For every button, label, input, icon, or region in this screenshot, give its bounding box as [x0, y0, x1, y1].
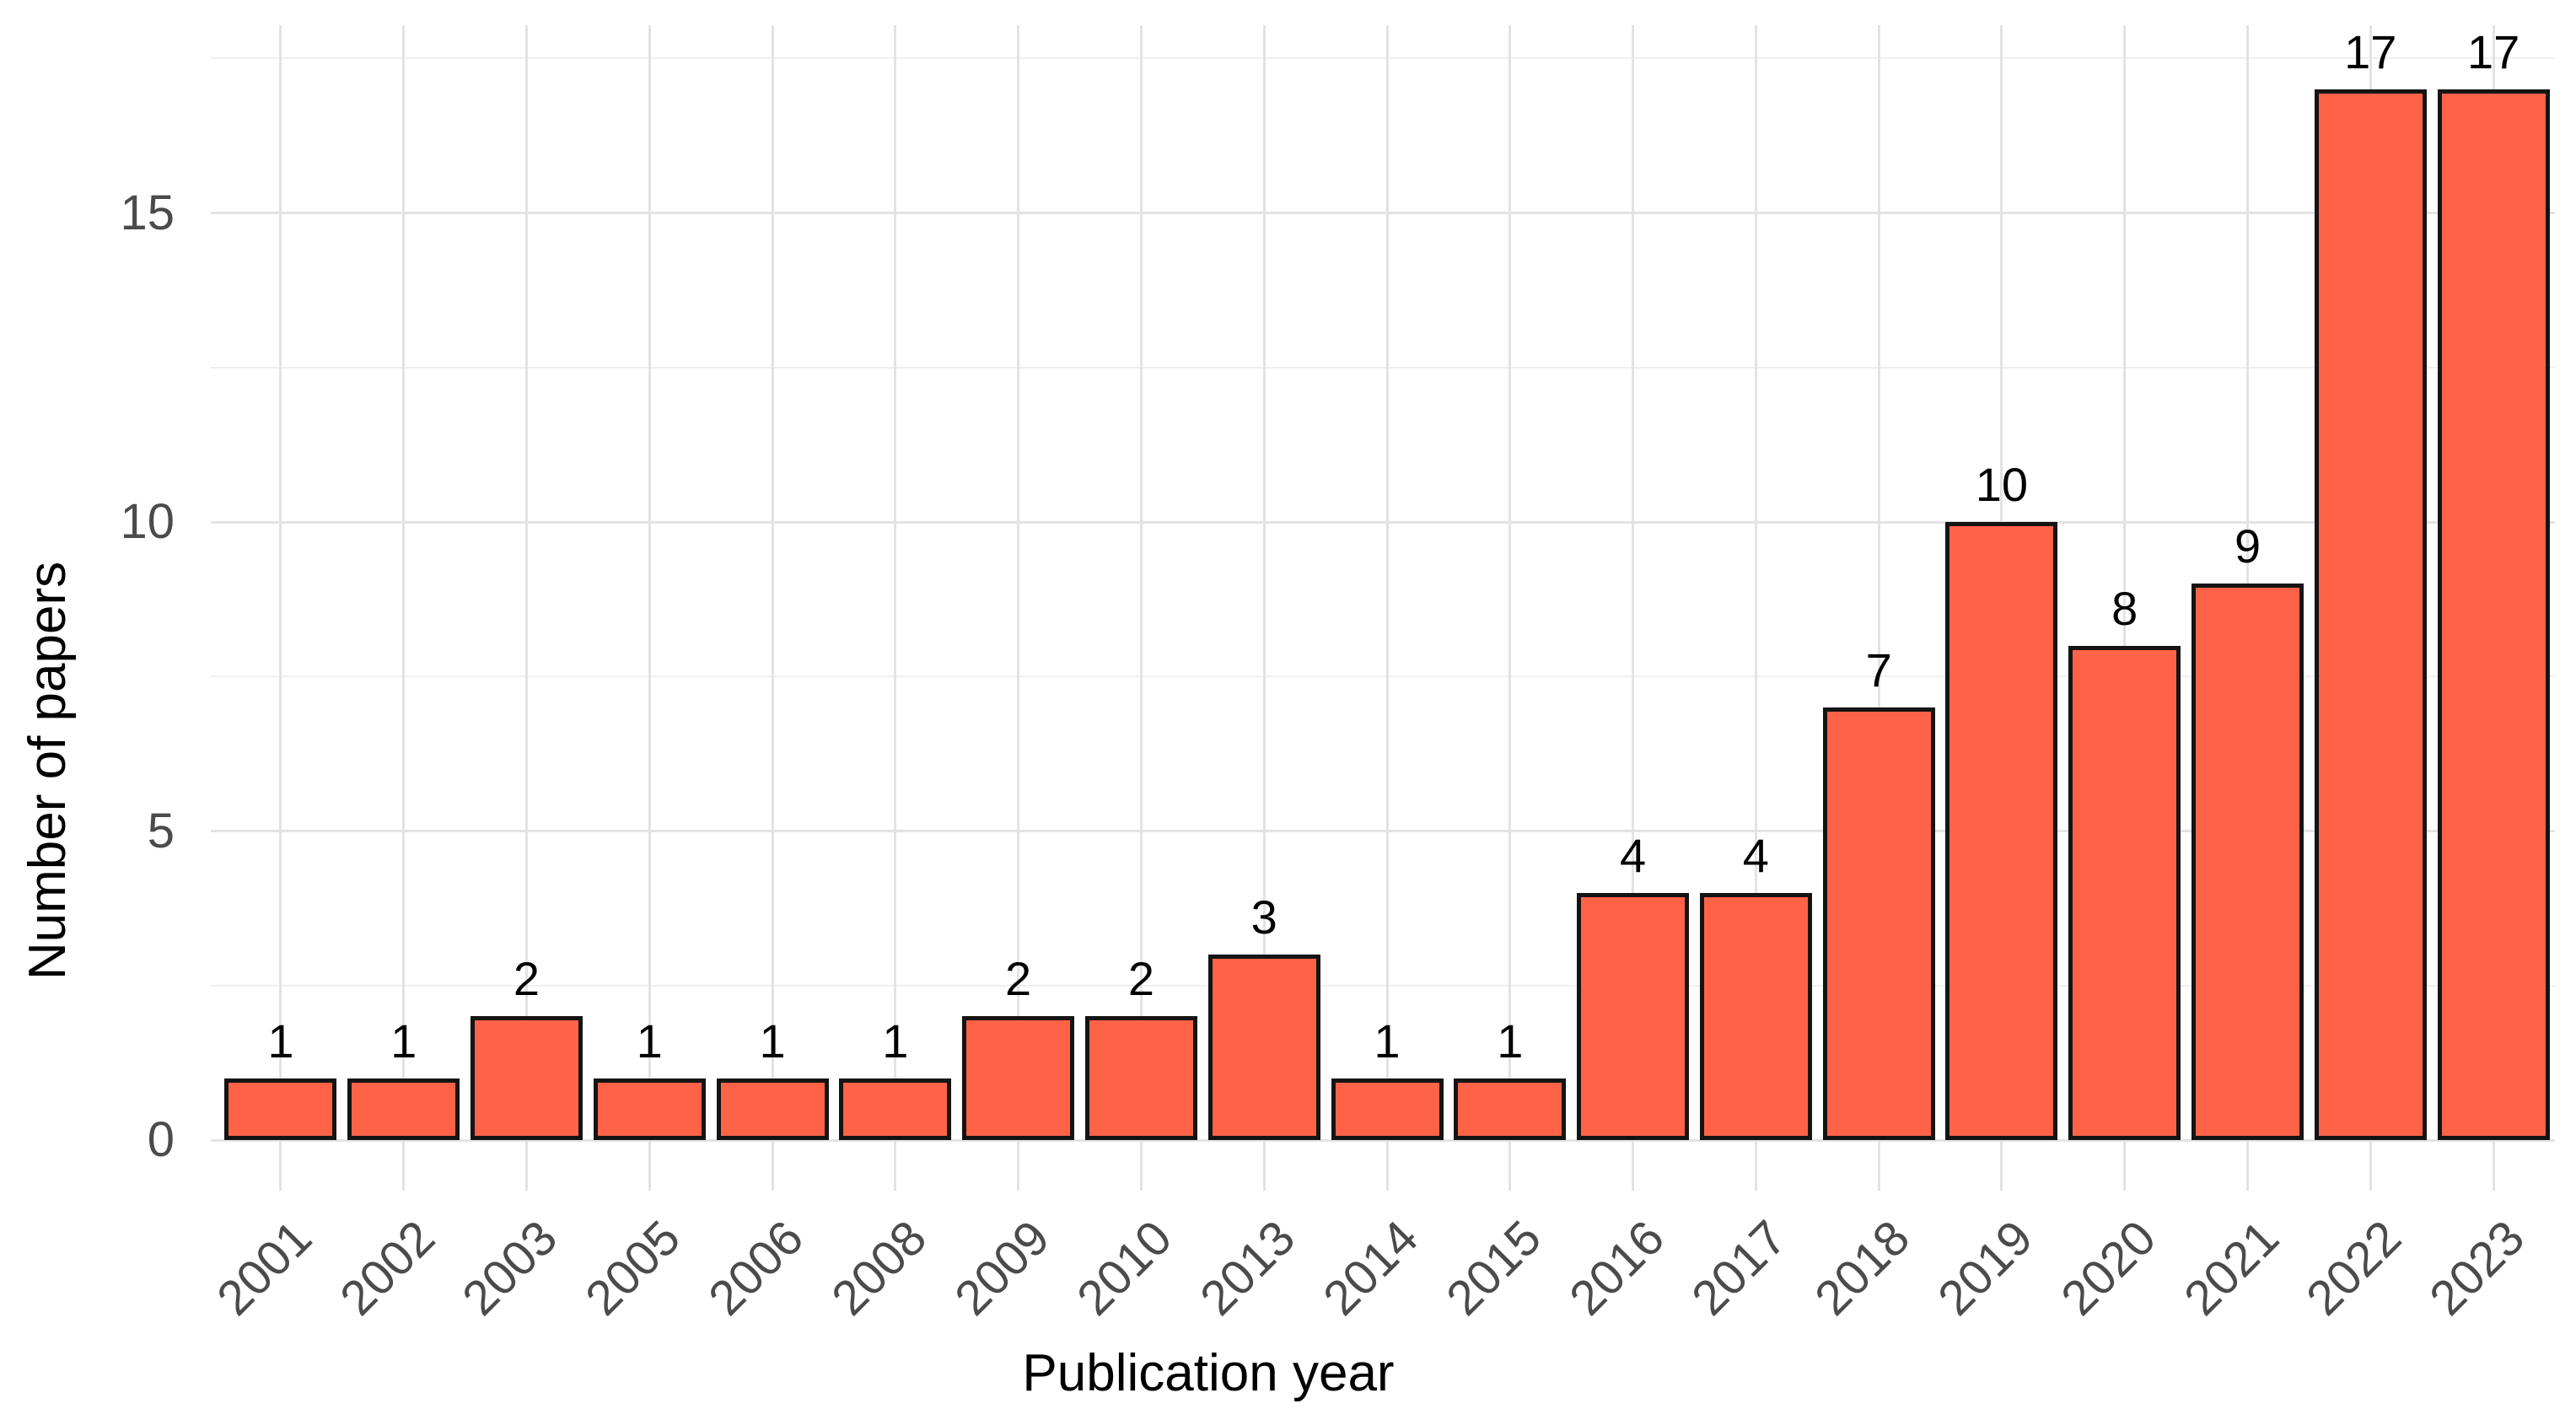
- y-tick-label-5: 5: [147, 803, 175, 858]
- x-tick-label-2009: 2009: [944, 1210, 1060, 1326]
- major-gridline-y-15: [211, 212, 2555, 214]
- bar-2008: [839, 1078, 952, 1140]
- vertical-gridline-2006: [771, 25, 774, 1191]
- bar-value-label-2001: 1: [267, 1014, 294, 1068]
- bar-value-label-2005: 1: [636, 1014, 663, 1068]
- x-tick-label-2021: 2021: [2173, 1210, 2289, 1326]
- vertical-gridline-2018: [1877, 25, 1880, 1191]
- bar-value-label-2003: 2: [513, 952, 540, 1006]
- bar-value-label-2014: 1: [1374, 1014, 1401, 1068]
- x-tick-label-2013: 2013: [1190, 1210, 1306, 1326]
- x-tick-label-2023: 2023: [2419, 1210, 2536, 1326]
- bar-value-label-2020: 8: [2111, 581, 2138, 635]
- bar-2009: [962, 1016, 1075, 1140]
- bar-2001: [224, 1078, 337, 1140]
- bar-2020: [2068, 645, 2181, 1140]
- bar-2016: [1577, 892, 1690, 1140]
- vertical-gridline-2017: [1754, 25, 1757, 1191]
- bar-value-label-2016: 4: [1620, 828, 1647, 882]
- x-tick-label-2003: 2003: [452, 1210, 568, 1326]
- major-gridline-y-0: [211, 1138, 2555, 1142]
- vertical-gridline-2016: [1632, 25, 1635, 1191]
- bar-value-label-2019: 10: [1975, 458, 2029, 511]
- bar-2003: [470, 1016, 583, 1140]
- x-tick-label-2018: 2018: [1804, 1210, 1921, 1326]
- minor-gridline-y-12.5: [211, 366, 2555, 368]
- bar-2015: [1454, 1078, 1567, 1140]
- bar-value-label-2015: 1: [1497, 1014, 1524, 1068]
- y-axis-title: Number of papers: [19, 561, 77, 981]
- bar-value-label-2013: 3: [1250, 890, 1277, 944]
- y-tick-label-15: 15: [120, 185, 175, 240]
- vertical-gridline-2001: [279, 25, 282, 1191]
- vertical-gridline-2020: [2123, 25, 2127, 1191]
- x-tick-label-2002: 2002: [329, 1210, 445, 1326]
- bar-2022: [2314, 89, 2427, 1140]
- minor-gridline-y-2.5: [211, 984, 2555, 987]
- bar-value-label-2017: 4: [1742, 828, 1769, 882]
- x-tick-label-2001: 2001: [206, 1210, 323, 1326]
- bar-value-label-2021: 9: [2234, 519, 2261, 573]
- vertical-gridline-2014: [1385, 25, 1389, 1191]
- bar-2010: [1084, 1016, 1197, 1140]
- y-tick-label-10: 10: [120, 494, 175, 549]
- x-tick-label-2017: 2017: [1681, 1210, 1798, 1326]
- bar-2013: [1207, 955, 1320, 1140]
- vertical-gridline-2015: [1508, 25, 1512, 1191]
- bar-value-label-2023: 17: [2466, 24, 2520, 78]
- bar-value-label-2008: 1: [882, 1014, 909, 1068]
- bar-2006: [716, 1078, 829, 1140]
- major-gridline-y-5: [211, 830, 2555, 832]
- minor-gridline-y-17.5: [211, 57, 2555, 60]
- x-tick-label-2022: 2022: [2296, 1210, 2412, 1326]
- x-tick-label-2010: 2010: [1067, 1210, 1183, 1326]
- vertical-gridline-2005: [648, 25, 651, 1191]
- vertical-gridline-2010: [1139, 25, 1143, 1191]
- x-tick-label-2019: 2019: [1927, 1210, 2044, 1326]
- bar-2021: [2191, 584, 2304, 1140]
- x-tick-label-2016: 2016: [1558, 1210, 1675, 1326]
- minor-gridline-y-7.5: [211, 675, 2555, 678]
- x-tick-label-2020: 2020: [2050, 1210, 2166, 1326]
- vertical-gridline-2013: [1262, 25, 1266, 1191]
- vertical-gridline-2008: [894, 25, 897, 1191]
- x-tick-label-2008: 2008: [820, 1210, 937, 1326]
- vertical-gridline-2009: [1017, 25, 1020, 1191]
- vertical-gridline-2003: [524, 25, 528, 1191]
- bar-value-label-2010: 2: [1127, 952, 1154, 1006]
- x-tick-label-2015: 2015: [1435, 1210, 1552, 1326]
- y-tick-label-0: 0: [147, 1112, 175, 1167]
- bar-value-label-2006: 1: [759, 1014, 786, 1068]
- bar-2005: [593, 1078, 706, 1140]
- bar-value-label-2009: 2: [1005, 952, 1032, 1006]
- bar-2018: [1822, 707, 1935, 1140]
- x-tick-label-2014: 2014: [1312, 1210, 1429, 1326]
- bar-2019: [1945, 522, 2058, 1140]
- x-axis-title: Publication year: [1022, 1344, 1395, 1402]
- major-gridline-y-10: [211, 520, 2555, 524]
- x-tick-label-2005: 2005: [575, 1210, 691, 1326]
- bar-value-label-2018: 7: [1865, 643, 1892, 697]
- bar-value-label-2002: 1: [390, 1014, 417, 1068]
- vertical-gridline-2002: [402, 25, 406, 1191]
- bar-2014: [1331, 1078, 1444, 1140]
- x-tick-label-2006: 2006: [697, 1210, 815, 1326]
- bar-2023: [2437, 89, 2550, 1140]
- bar-2002: [347, 1078, 460, 1140]
- bar-value-label-2022: 17: [2344, 24, 2397, 78]
- bar-2017: [1699, 892, 1812, 1140]
